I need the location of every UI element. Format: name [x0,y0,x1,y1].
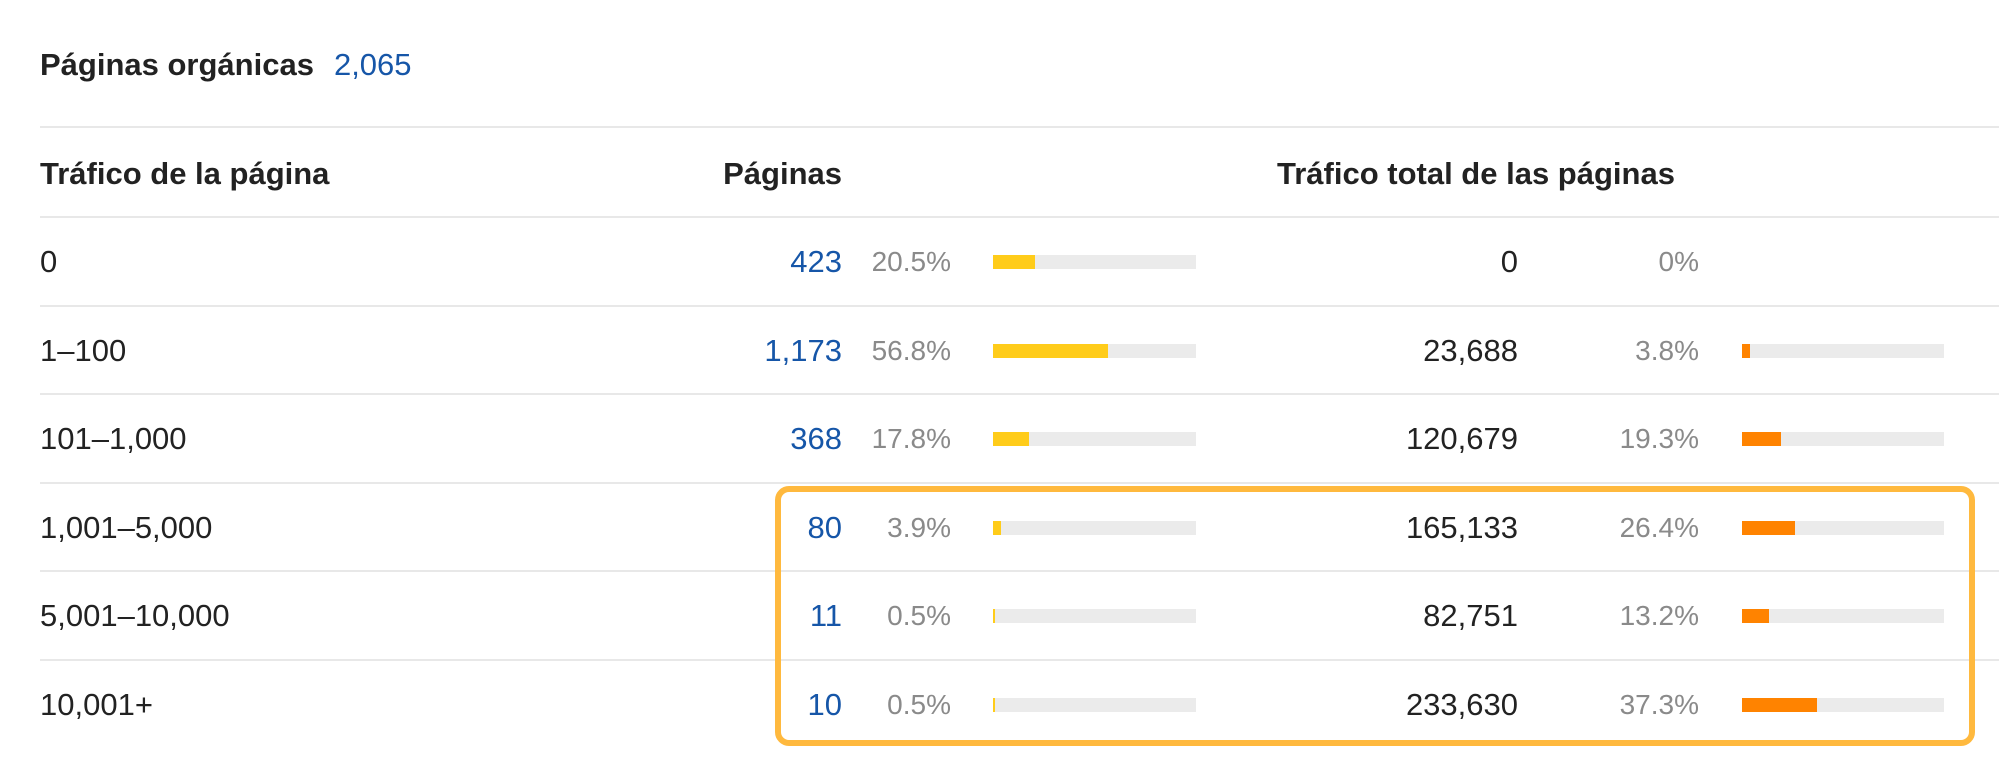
pages-share-bar [993,609,1196,623]
divider [40,126,1999,128]
traffic-percent: 37.3% [1619,688,1699,720]
title-row: Páginas orgánicas 2,065 [40,40,412,90]
traffic-percent: 26.4% [1619,511,1699,543]
header-total-traffic: Tráfico total de las páginas [1277,156,1675,191]
traffic-share-bar [1742,697,1944,712]
table-row: 101–1,000 368 17.8% 120,679 19.3% [0,395,1999,483]
pages-count-link[interactable]: 423 [790,244,842,279]
table-row: 0 423 20.5% 0 0% [0,218,1999,306]
pages-percent: 3.9% [887,511,951,543]
row-divider [40,393,1999,395]
table-row: 1,001–5,000 80 3.9% 165,133 26.4% [0,484,1999,572]
pages-share-fill [993,609,995,623]
pages-percent: 0.5% [887,688,951,720]
header-page-traffic: Tráfico de la página [40,156,330,191]
pages-count-link[interactable]: 1,173 [764,332,842,368]
pages-count-link[interactable]: 10 [807,686,842,722]
pages-share-fill [993,697,995,712]
pages-percent: 56.8% [871,334,951,366]
range-label: 0 [40,244,58,279]
total-traffic-value: 0 [1500,244,1518,279]
row-divider [40,658,1999,661]
pages-share-bar [993,432,1196,446]
traffic-percent: 0% [1658,246,1699,277]
pages-share-fill [993,343,1109,358]
pages-count-link[interactable]: 11 [809,598,842,633]
total-traffic-value: 23,688 [1423,332,1518,368]
pages-count-link[interactable]: 80 [807,509,842,545]
page-title: Páginas orgánicas [40,47,314,82]
table-header: Tráfico de la página Páginas Tráfico tot… [0,130,1999,218]
traffic-percent: 13.2% [1619,600,1699,631]
range-label: 101–1,000 [40,421,187,456]
traffic-share-fill [1742,609,1769,623]
pages-share-bar [993,343,1196,358]
row-divider [40,216,1999,218]
traffic-share-fill [1742,343,1750,358]
traffic-share-fill [1742,432,1781,446]
total-traffic-value: 82,751 [1423,598,1518,633]
pages-count-link[interactable]: 368 [790,421,842,456]
traffic-share-bar [1742,520,1944,535]
pages-share-fill [993,255,1035,269]
total-traffic-value: 120,679 [1405,421,1518,456]
pages-share-fill [993,432,1030,446]
traffic-share-bar [1742,432,1944,446]
range-label: 1–100 [40,332,127,368]
range-label: 10,001+ [40,686,153,722]
row-divider [40,304,1999,307]
traffic-share-bar [1742,343,1944,358]
pages-percent: 17.8% [871,423,951,454]
traffic-share-fill [1742,520,1796,535]
traffic-share-fill [1742,697,1818,712]
header-pages: Páginas [723,156,842,191]
total-traffic-value: 233,630 [1405,686,1518,722]
table-row: 5,001–10,000 11 0.5% 82,751 13.2% [0,572,1999,660]
traffic-percent: 19.3% [1619,423,1699,454]
organic-pages-count-link[interactable]: 2,065 [333,47,412,82]
table-row: 1–100 1,173 56.8% 23,688 3.8% [0,307,1999,395]
row-divider [40,481,1999,484]
traffic-percent: 3.8% [1635,334,1699,366]
traffic-share-bar [1742,609,1944,623]
pages-share-bar [993,255,1196,269]
total-traffic-value: 165,133 [1405,509,1518,545]
table-row: 10,001+ 10 0.5% 233,630 37.3% [0,661,1999,749]
pages-percent: 20.5% [871,246,951,277]
range-label: 5,001–10,000 [40,598,230,633]
pages-share-fill [993,520,1001,535]
pages-share-bar [993,697,1196,712]
row-divider [40,570,1999,572]
pages-percent: 0.5% [887,600,951,631]
pages-share-bar [993,520,1196,535]
range-label: 1,001–5,000 [40,509,213,545]
